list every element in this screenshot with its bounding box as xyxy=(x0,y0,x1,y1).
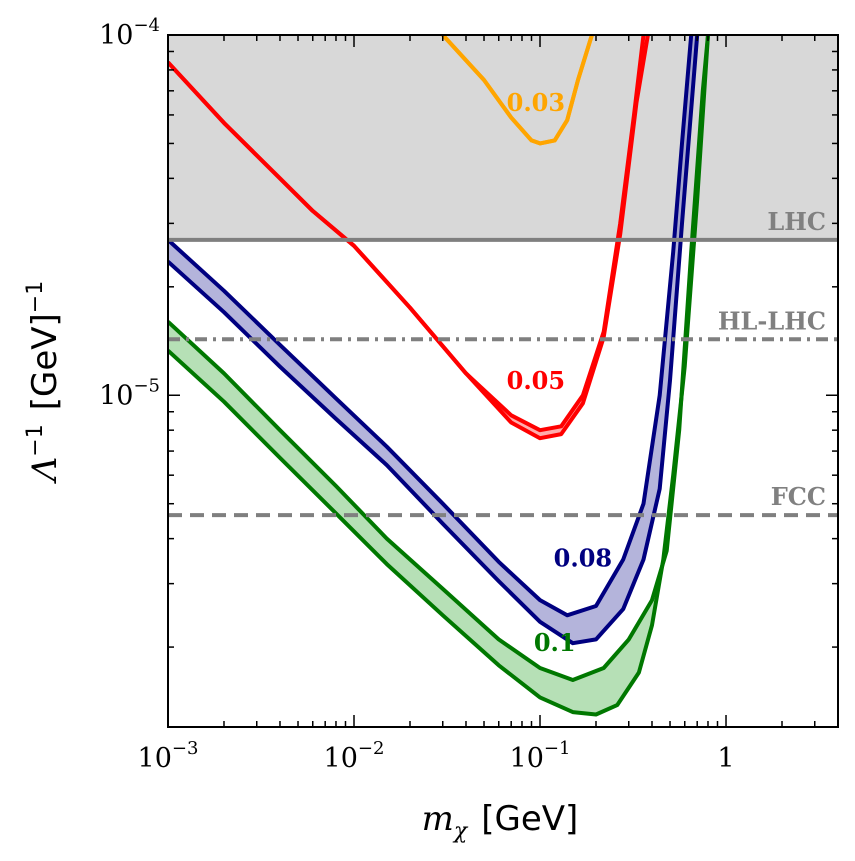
y-tick-label: 10−4 xyxy=(99,15,160,51)
limit-label-fcc: FCC xyxy=(771,482,826,511)
labels-layer: LHC HL-LHC FCC 0.03 0.05 0.08 0.1 xyxy=(507,88,826,657)
bands-layer xyxy=(168,35,710,717)
band-lower-edge-0-03 xyxy=(441,35,594,146)
band-label-0-03: 0.03 xyxy=(507,88,565,117)
x-tick-label: 10−2 xyxy=(324,738,385,774)
y-tick-label: 10−5 xyxy=(99,375,160,411)
ticks-layer: 10−3 10−2 10−1 1 10−5 10−4 xyxy=(99,15,839,774)
band-lower-edge-0-05 xyxy=(168,35,650,441)
x-axis-subscript: χ xyxy=(452,819,469,844)
band-lower-edge-0-08 xyxy=(168,35,700,646)
band-upper-edge-0-08 xyxy=(168,35,694,618)
y-axis-symbol: Λ xyxy=(25,457,65,485)
excluded-region-lhc xyxy=(168,35,838,240)
band-lower-edge-0-1 xyxy=(168,35,710,717)
band-label-0-05: 0.05 xyxy=(507,366,565,395)
x-tick-label: 1 xyxy=(717,743,734,774)
y-axis-exponent: −1 xyxy=(23,424,48,456)
limit-lines-layer xyxy=(168,237,838,518)
y-axis-unit-exponent: −1 xyxy=(23,281,48,313)
x-tick-label: 10−3 xyxy=(138,738,199,774)
limit-label-hl-lhc: HL-LHC xyxy=(718,306,826,335)
x-axis-title: mχ [GeV] xyxy=(422,799,579,844)
x-axis-symbol: m xyxy=(422,799,454,839)
band-label-0-08: 0.08 xyxy=(554,543,612,572)
y-axis-title: Λ−1[GeV]−1 xyxy=(23,281,65,485)
x-tick-label: 10−1 xyxy=(510,738,571,774)
plot-frame xyxy=(167,34,839,728)
limit-label-lhc: LHC xyxy=(767,207,826,236)
y-axis-unit: [GeV] xyxy=(25,313,65,410)
excluded-region-layer xyxy=(168,35,838,240)
band-label-0-1: 0.1 xyxy=(534,628,576,657)
x-axis-unit: [GeV] xyxy=(481,799,578,839)
